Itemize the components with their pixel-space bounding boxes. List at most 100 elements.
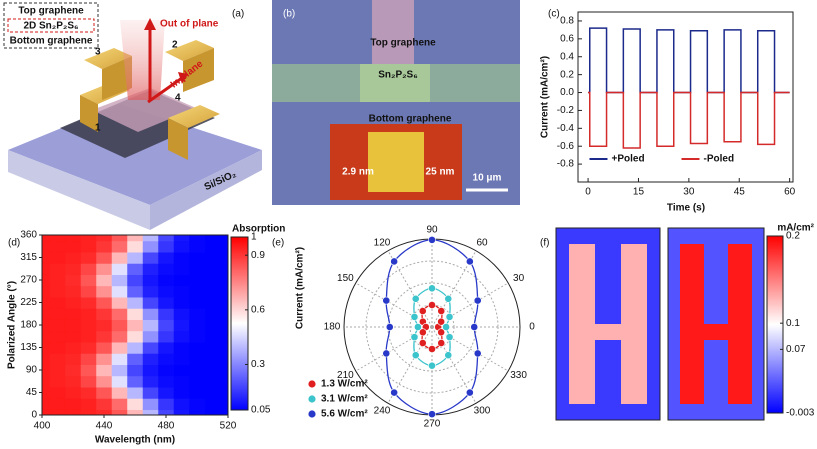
heatmap-cell [142,285,159,298]
map-pixel [556,260,570,277]
heatmap-cell [96,274,113,287]
map-pixel [716,388,729,405]
colorbar [230,236,249,411]
heatmap-cell [220,375,228,388]
legend-text: Top graphene [18,6,84,17]
map-pixel [728,228,741,245]
heatmap-cell [42,319,51,332]
colorbar [766,235,784,414]
data-point [390,257,399,266]
heatmap-cell [158,285,175,298]
map-pixel [716,276,729,293]
heatmap-cell [204,235,221,242]
heatmap-cell [49,341,66,354]
theta-tick-label: 270 [424,419,441,430]
substrate-left [8,150,150,230]
heatmap-cell [80,235,97,242]
electrode [80,95,98,132]
map-pixel [680,228,693,245]
map-pixel [595,244,609,261]
heatmap-cell [80,285,97,298]
heatmap-cell [65,274,82,287]
heatmap-cell [189,319,206,332]
heatmap-cell [158,251,175,264]
heatmap-cell [49,375,66,388]
map-pixel [608,228,622,245]
map-pixel [608,372,622,389]
map-pixel [595,308,609,325]
heatmap-cell [158,341,175,354]
map-pixel [647,308,661,325]
heatmap-cell [96,308,113,320]
map-pixel [634,308,648,325]
map-pixel [668,388,681,405]
arrow-label: Out of plane [160,19,219,30]
map-pixel [728,308,741,325]
data-point [473,296,482,305]
y-tick-label: 315 [20,252,37,263]
colorbar-tick-label: 1 [251,232,257,243]
map-pixel [668,324,681,341]
map-pixel [752,388,765,405]
map-pixel [728,324,741,341]
data-point [410,333,419,342]
heatmap-cell [158,240,175,253]
heatmap-cell [42,409,51,415]
heatmap-cell [96,364,113,377]
heatmap-cell [111,274,128,287]
map-pixel [621,260,635,277]
legend-marker [308,380,316,388]
arrow-head [144,18,156,30]
heatmap-cell [173,398,190,410]
heatmap-cell [127,296,144,309]
y-tick-label: -0.6 [557,141,575,152]
colorbar-tick-label: -0.003 [786,408,815,419]
micrograph [272,0,520,205]
heatmap-cell [49,398,66,410]
x-tick-label: 45 [734,187,746,198]
heatmap-cell [173,375,190,388]
map-pixel [608,308,622,325]
heatmap-cell [42,353,51,365]
heatmap-cell [42,375,51,388]
map-pixel [647,404,661,421]
panel-label: (a) [232,9,244,20]
heatmap-cell [111,319,128,332]
map-pixel [621,356,635,373]
map-pixel [740,228,753,245]
theta-tick-label: 240 [374,406,391,417]
heatmap-cell [220,386,228,399]
x-tick-label: 400 [34,421,51,432]
map-pixel [680,244,693,261]
map-pixel [752,308,765,325]
data-point [411,294,420,303]
heatmap-cell [42,341,51,354]
heatmap-cell [42,308,51,320]
heatmap-cell [65,235,82,242]
map-pixel [692,404,705,421]
data-point [411,351,420,360]
heatmap-cell [204,308,221,320]
map-pixel [692,228,705,245]
map-pixel [556,308,570,325]
map-pixel [752,372,765,389]
heatmap-cell [49,308,66,320]
map-pixel [595,292,609,309]
heatmap-cell [49,353,66,365]
heatmap-cell [127,308,144,320]
heatmap-cell [173,308,190,320]
x-tick-label: 60 [784,187,796,198]
heatmap-cell [65,251,82,264]
heatmap-cell [220,263,228,275]
heatmap-cell [111,398,128,410]
map-pixel [668,292,681,309]
panel-label: (b) [283,9,295,20]
heatmap-cell [220,274,228,287]
heatmap-cell [49,274,66,287]
heatmap-cell [80,296,97,309]
map-pixel [634,276,648,293]
x-axis-label: Wavelength (nm) [95,435,175,446]
panel-label: (d) [8,238,20,249]
data-point [437,307,446,315]
heatmap-cell [142,364,159,377]
